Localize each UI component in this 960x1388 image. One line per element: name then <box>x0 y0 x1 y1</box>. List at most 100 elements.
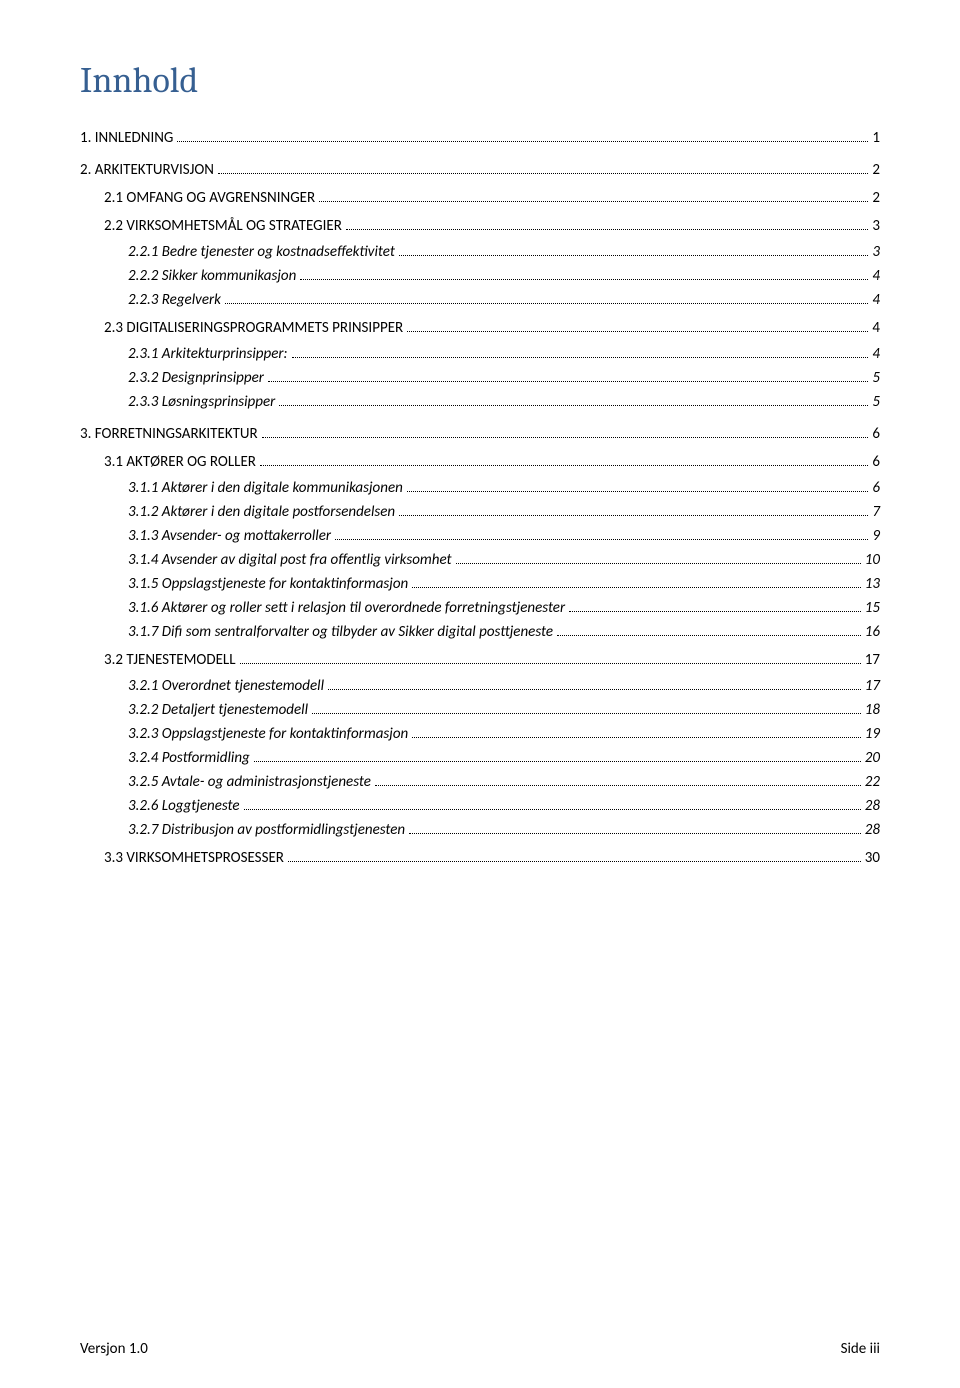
footer-page-number: Side iii <box>841 1340 880 1358</box>
toc-entry-page: 17 <box>865 651 880 669</box>
toc-entry-page: 19 <box>865 725 880 743</box>
toc-entry-label: 3.2.7 Distribusjon av postformidlingstje… <box>128 821 405 839</box>
toc-entry[interactable]: 3.1.7 Difi som sentralforvalter og tilby… <box>128 623 880 641</box>
page-footer: Versjon 1.0 Side iii <box>80 1340 880 1358</box>
toc-entry-label: 3. FORRETNINGSARKITEKTUR <box>80 425 258 443</box>
toc-entry-page: 5 <box>872 393 880 411</box>
toc-entry[interactable]: 2.2.1 Bedre tjenester og kostnadseffekti… <box>128 243 880 261</box>
toc-entry-page: 28 <box>865 821 880 839</box>
toc-entry[interactable]: 3. FORRETNINGSARKITEKTUR 6 <box>80 425 880 443</box>
toc-entry[interactable]: 3.2.6 Loggtjeneste28 <box>128 797 880 815</box>
toc-leader-dots <box>407 321 868 333</box>
toc-entry[interactable]: 3.2.7 Distribusjon av postformidlingstje… <box>128 821 880 839</box>
toc-entry-page: 7 <box>872 503 880 521</box>
toc-entry[interactable]: 3.1 AKTØRER OG ROLLER6 <box>104 453 880 471</box>
toc-entry-label: 2.2.2 Sikker kommunikasjon <box>128 267 296 285</box>
toc-entry-label: 3.1.3 Avsender- og mottakerroller <box>128 527 331 545</box>
toc-entry-label: 3.2.2 Detaljert tjenestemodell <box>128 701 308 719</box>
toc-leader-dots <box>260 455 868 467</box>
toc-entry[interactable]: 3.3 VIRKSOMHETSPROSESSER30 <box>104 849 880 867</box>
toc-entry-label: 3.1 AKTØRER OG ROLLER <box>104 453 256 471</box>
toc-entry-label: 2.1 OMFANG OG AVGRENSNINGER <box>104 189 315 207</box>
toc-entry[interactable]: 3.1.4 Avsender av digital post fra offen… <box>128 551 880 569</box>
toc-entry-page: 18 <box>865 701 880 719</box>
toc-entry-label: 3.2.1 Overordnet tjenestemodell <box>128 677 324 695</box>
toc-entry-page: 28 <box>865 797 880 815</box>
toc-leader-dots <box>218 163 868 175</box>
toc-entry[interactable]: 3.2.5 Avtale- og administrasjonstjeneste… <box>128 773 880 791</box>
toc-entry[interactable]: 2.3.2 Designprinsipper5 <box>128 369 880 387</box>
toc-entry-page: 1 <box>872 129 880 147</box>
toc-leader-dots <box>557 625 861 637</box>
table-of-contents: 1. INNLEDNING 1 2. ARKITEKTURVISJON2 2.1 OM… <box>80 129 880 867</box>
toc-entry-label: 3.1.1 Aktører i den digitale kommunikasj… <box>128 479 403 497</box>
toc-entry-label: 3.2 TJENESTEMODELL <box>104 651 236 669</box>
toc-entry[interactable]: 3.1.1 Aktører i den digitale kommunikasj… <box>128 479 880 497</box>
toc-entry[interactable]: 3.2.2 Detaljert tjenestemodell 18 <box>128 701 880 719</box>
toc-leader-dots <box>262 427 869 439</box>
toc-entry-label: 2.3 DIGITALISERINGSPROGRAMMETS PRINSIPPE… <box>104 319 403 337</box>
toc-entry-label: 3.1.5 Oppslagstjeneste for kontaktinform… <box>128 575 408 593</box>
toc-entry[interactable]: 3.2.4 Postformidling 20 <box>128 749 880 767</box>
toc-leader-dots <box>244 799 861 811</box>
toc-leader-dots <box>409 823 861 835</box>
toc-entry-label: 3.1.4 Avsender av digital post fra offen… <box>128 551 452 569</box>
toc-entry-label: 2. ARKITEKTURVISJON <box>80 161 214 179</box>
toc-entry[interactable]: 2.2.2 Sikker kommunikasjon4 <box>128 267 880 285</box>
toc-entry-label: 2.2.3 Regelverk <box>128 291 221 309</box>
toc-entry[interactable]: 3.1.6 Aktører og roller sett i relasjon … <box>128 599 880 617</box>
toc-entry-label: 3.1.2 Aktører i den digitale postforsend… <box>128 503 395 521</box>
toc-entry-label: 2.2 VIRKSOMHETSMÅL OG STRATEGIER <box>104 217 342 235</box>
page-title: Innhold <box>80 60 880 101</box>
toc-leader-dots <box>300 269 868 281</box>
footer-version: Versjon 1.0 <box>80 1340 148 1358</box>
toc-entry-label: 3.2.5 Avtale- og administrasjonstjeneste <box>128 773 371 791</box>
toc-leader-dots <box>254 751 861 763</box>
toc-entry-label: 1. INNLEDNING <box>80 129 173 147</box>
document-page: Innhold 1. INNLEDNING 1 2. ARKITEKTURVISJO… <box>0 0 960 1388</box>
toc-entry-page: 4 <box>872 345 880 363</box>
toc-entry[interactable]: 3.1.5 Oppslagstjeneste for kontaktinform… <box>128 575 880 593</box>
toc-leader-dots <box>279 395 868 407</box>
toc-leader-dots <box>456 553 861 565</box>
toc-entry-page: 6 <box>872 479 880 497</box>
toc-leader-dots <box>399 245 869 257</box>
toc-entry-label: 3.2.4 Postformidling <box>128 749 250 767</box>
toc-entry[interactable]: 1. INNLEDNING 1 <box>80 129 880 147</box>
toc-leader-dots <box>177 131 868 143</box>
toc-entry[interactable]: 3.2.1 Overordnet tjenestemodell17 <box>128 677 880 695</box>
toc-entry[interactable]: 2.2.3 Regelverk 4 <box>128 291 880 309</box>
toc-leader-dots <box>399 505 868 517</box>
toc-entry-label: 3.3 VIRKSOMHETSPROSESSER <box>104 849 284 867</box>
toc-leader-dots <box>288 851 861 863</box>
toc-entry-label: 2.2.1 Bedre tjenester og kostnadseffekti… <box>128 243 395 261</box>
toc-entry[interactable]: 2.3.3 Løsningsprinsipper 5 <box>128 393 880 411</box>
toc-entry-page: 16 <box>865 623 880 641</box>
toc-leader-dots <box>225 293 868 305</box>
toc-entry-page: 9 <box>872 527 880 545</box>
toc-leader-dots <box>346 219 869 231</box>
toc-entry[interactable]: 2.3 DIGITALISERINGSPROGRAMMETS PRINSIPPE… <box>104 319 880 337</box>
toc-entry[interactable]: 2.3.1 Arkitekturprinsipper: 4 <box>128 345 880 363</box>
toc-entry-label: 2.3.1 Arkitekturprinsipper: <box>128 345 288 363</box>
toc-entry-page: 3 <box>872 217 880 235</box>
toc-entry-page: 6 <box>872 425 880 443</box>
toc-entry[interactable]: 2.2 VIRKSOMHETSMÅL OG STRATEGIER 3 <box>104 217 880 235</box>
toc-entry-page: 4 <box>872 291 880 309</box>
toc-leader-dots <box>407 481 869 493</box>
toc-entry-page: 22 <box>865 773 880 791</box>
toc-leader-dots <box>412 577 861 589</box>
toc-leader-dots <box>328 679 861 691</box>
toc-entry-page: 4 <box>872 319 880 337</box>
toc-entry-page: 20 <box>865 749 880 767</box>
toc-entry-page: 5 <box>872 369 880 387</box>
toc-entry[interactable]: 3.2.3 Oppslagstjeneste for kontaktinform… <box>128 725 880 743</box>
toc-entry[interactable]: 2. ARKITEKTURVISJON2 <box>80 161 880 179</box>
toc-leader-dots <box>319 191 868 203</box>
toc-entry-label: 2.3.3 Løsningsprinsipper <box>128 393 275 411</box>
toc-entry[interactable]: 3.1.2 Aktører i den digitale postforsend… <box>128 503 880 521</box>
toc-entry[interactable]: 3.2 TJENESTEMODELL 17 <box>104 651 880 669</box>
toc-entry[interactable]: 3.1.3 Avsender- og mottakerroller 9 <box>128 527 880 545</box>
toc-entry[interactable]: 2.1 OMFANG OG AVGRENSNINGER2 <box>104 189 880 207</box>
toc-entry-page: 13 <box>865 575 880 593</box>
